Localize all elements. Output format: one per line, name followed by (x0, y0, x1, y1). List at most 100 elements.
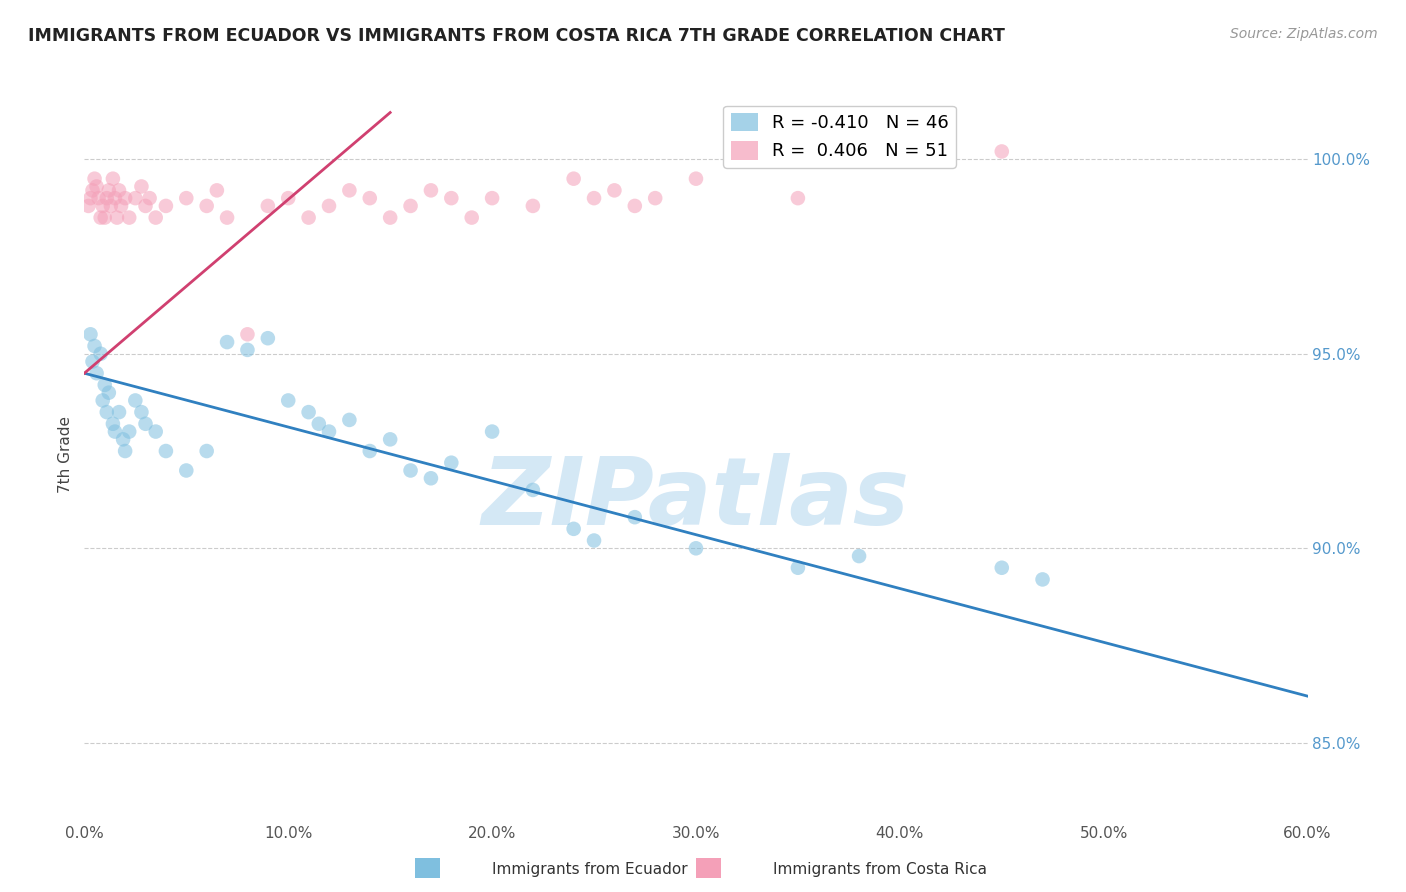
Point (217, 211, 239, 225)
Point (1236, 822, 1258, 836)
Point (562, 522, 585, 536)
Point (277, 393, 299, 408)
Point (481, 191, 503, 205)
Point (308, 417, 330, 431)
Point (131, 179, 153, 194)
Point (685, 541, 707, 556)
Point (399, 199, 422, 213)
Point (380, 433, 402, 447)
Point (583, 191, 606, 205)
Text: Source: ZipAtlas.com: Source: ZipAtlas.com (1230, 27, 1378, 41)
Point (93, 377, 117, 392)
Point (83, 339, 105, 353)
Point (82, 354, 104, 368)
Point (205, 183, 228, 197)
Point (380, 211, 402, 225)
Point (97, 385, 120, 400)
Point (461, 211, 484, 225)
Text: ZIPatlas: ZIPatlas (482, 453, 910, 545)
Point (991, 145, 1014, 159)
Point (359, 191, 381, 205)
Point (195, 444, 218, 458)
Point (86, 179, 108, 194)
Point (481, 425, 503, 439)
Point (77, 199, 100, 213)
Point (522, 199, 544, 213)
Point (787, 191, 810, 205)
Point (101, 171, 124, 186)
Point (131, 405, 153, 419)
Point (90, 211, 112, 225)
Point (155, 444, 177, 458)
Point (112, 433, 135, 447)
Point (217, 335, 239, 350)
Point (257, 199, 280, 213)
Point (101, 417, 124, 431)
Point (440, 191, 463, 205)
Point (118, 425, 141, 439)
Point (399, 463, 422, 477)
Text: IMMIGRANTS FROM ECUADOR VS IMMIGRANTS FROM COSTA RICA 7TH GRADE CORRELATION CHAR: IMMIGRANTS FROM ECUADOR VS IMMIGRANTS FR… (28, 27, 1005, 45)
Point (236, 327, 259, 342)
Point (644, 191, 666, 205)
Text: Immigrants from Costa Rica: Immigrants from Costa Rica (773, 863, 987, 877)
Point (420, 183, 443, 197)
Point (135, 199, 157, 213)
Point (110, 199, 132, 213)
Point (174, 191, 197, 205)
Point (257, 331, 280, 345)
Point (138, 191, 160, 205)
Point (583, 533, 606, 548)
Point (124, 191, 146, 205)
Point (624, 199, 647, 213)
Point (79, 191, 101, 205)
Point (298, 405, 321, 419)
Point (79, 327, 101, 342)
Point (522, 483, 544, 497)
Point (277, 191, 299, 205)
Point (339, 413, 361, 427)
Point (114, 444, 136, 458)
Point (174, 463, 197, 477)
Point (108, 183, 131, 197)
Point (91, 199, 114, 213)
Point (562, 171, 585, 186)
Y-axis label: 7th Grade: 7th Grade (58, 417, 73, 493)
Point (135, 417, 157, 431)
Point (96, 191, 118, 205)
Legend: R = -0.410   N = 46, R =  0.406   N = 51: R = -0.410 N = 46, R = 0.406 N = 51 (723, 105, 956, 168)
Point (86, 366, 108, 380)
Point (420, 471, 443, 485)
Point (685, 171, 707, 186)
Point (318, 199, 340, 213)
Point (96, 405, 118, 419)
Point (155, 199, 177, 213)
Point (97, 183, 120, 197)
Point (298, 211, 321, 225)
Point (114, 191, 136, 205)
Text: Immigrants from Ecuador: Immigrants from Ecuador (492, 863, 688, 877)
Point (440, 456, 463, 470)
Point (124, 393, 146, 408)
Point (359, 444, 381, 458)
Point (318, 425, 340, 439)
Point (145, 211, 167, 225)
Point (82, 183, 104, 197)
Point (105, 211, 128, 225)
Point (100, 199, 122, 213)
Point (145, 425, 167, 439)
Point (848, 549, 870, 563)
Point (991, 560, 1014, 574)
Point (624, 510, 647, 524)
Point (104, 191, 127, 205)
Point (93, 211, 117, 225)
Point (118, 211, 141, 225)
Point (236, 343, 259, 357)
Point (787, 560, 810, 574)
Point (1032, 573, 1054, 587)
Point (195, 199, 218, 213)
Point (91, 393, 114, 408)
Point (87, 191, 110, 205)
Point (90, 347, 112, 361)
Point (108, 405, 131, 419)
